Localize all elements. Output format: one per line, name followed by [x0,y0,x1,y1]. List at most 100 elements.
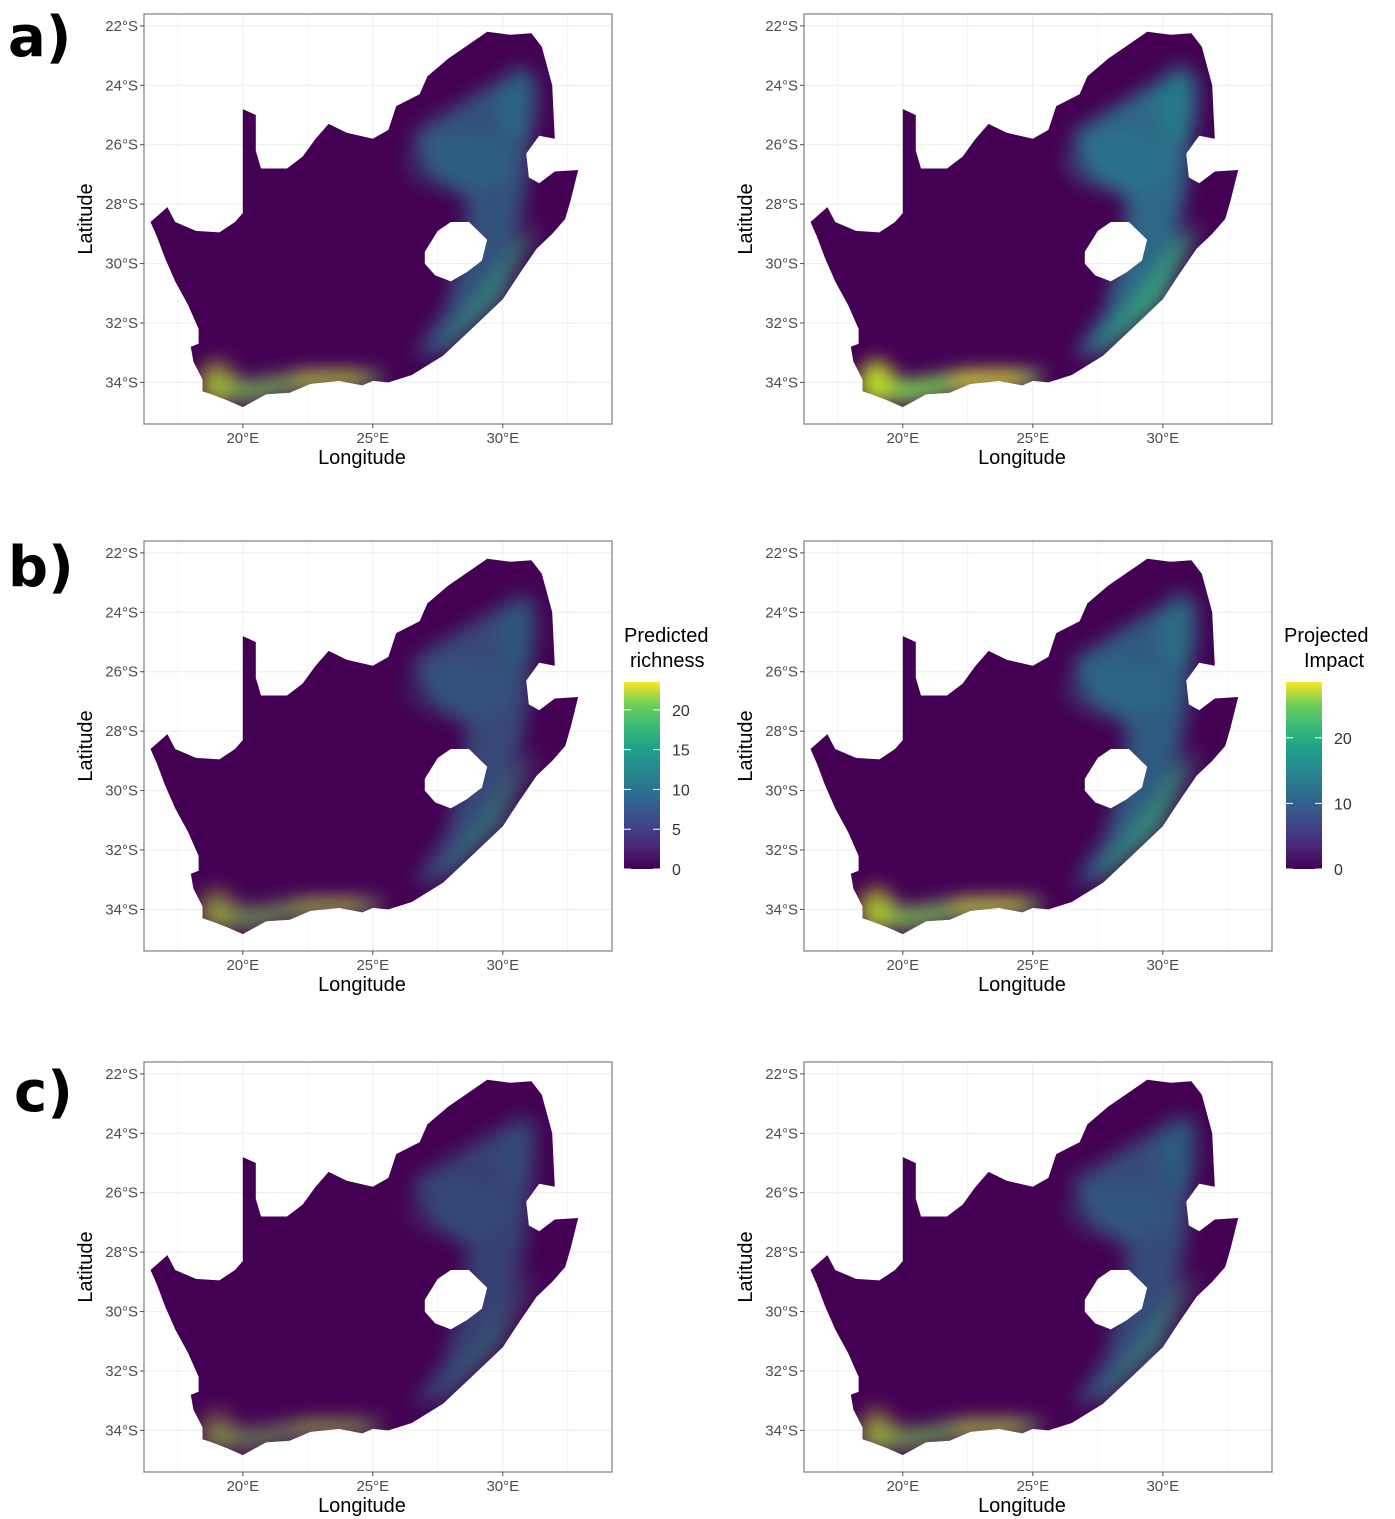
y-tick-label: 32°S [765,315,798,332]
y-tick-label: 32°S [765,842,798,859]
y-tick-label: 28°S [765,1244,798,1261]
row-label-c: c) [14,1060,73,1125]
y-tick-label: 32°S [105,842,138,859]
x-tick-label: 20°E [226,957,259,974]
y-tick-label: 24°S [105,604,138,621]
y-tick-label: 26°S [765,1185,798,1202]
x-tick-label: 25°E [356,430,389,447]
x-tick-label: 30°E [486,957,519,974]
y-tick-label: 22°S [765,1066,798,1083]
map-panel-c-left: 20°E 25°E 30°E 22°S 24°S 26°S 28°S 30°S 32°S 34°S… [75,1061,613,1517]
x-tick-label: 25°E [356,957,389,974]
y-tick-label: 34°S [765,901,798,918]
y-tick-label: 30°S [105,783,138,800]
x-tick-label: 20°E [886,957,919,974]
panel-border [803,540,1273,952]
axis-ticks: 20°E 25°E 30°E 22°S 24°S 26°S 28°S 30°S 32°S 34°S [105,18,519,447]
y-axis-label: Latitude [75,1231,97,1302]
x-axis-label: Longitude [318,1495,406,1517]
y-tick-label: 24°S [765,604,798,621]
y-tick-label: 28°S [765,196,798,213]
y-tick-label: 26°S [105,1185,138,1202]
y-tick-label: 30°S [105,1304,138,1321]
legend-predicted-richness: Predicted richness 20 15 10 5 0 [624,625,709,878]
legend-tick-label: 15 [672,743,690,760]
axis-ticks: 20°E 25°E 30°E 22°S 24°S 26°S 28°S 30°S 32°S 34°S [765,18,1179,447]
panel-border [803,1061,1273,1473]
x-axis-label: Longitude [318,447,406,469]
x-tick-label: 25°E [1016,430,1049,447]
y-tick-label: 34°S [105,374,138,391]
y-axis-label: Latitude [735,183,757,254]
legend-colorbar [1286,682,1322,869]
y-tick-label: 24°S [765,1125,798,1142]
x-tick-label: 20°E [226,430,259,447]
map-panel-b-right: 20°E 25°E 30°E 22°S 24°S 26°S 28°S 30°S 32°S 34°S… [735,540,1273,996]
y-tick-label: 34°S [105,1422,138,1439]
x-tick-label: 30°E [486,430,519,447]
legend-tick-label: 5 [672,822,681,839]
y-axis-label: Latitude [735,710,757,781]
y-tick-label: 22°S [105,1066,138,1083]
y-tick-label: 34°S [765,374,798,391]
map-panel-a-left: 20°E 25°E 30°E 22°S 24°S 26°S 28°S 30°S 32°S 34°S… [75,13,613,469]
row-label-b: b) [8,535,74,600]
panel-border [143,13,613,425]
y-tick-label: 30°S [765,1304,798,1321]
x-axis-label: Longitude [978,974,1066,996]
y-tick-label: 32°S [105,1363,138,1380]
x-axis-label: Longitude [978,1495,1066,1517]
y-axis-label: Latitude [75,183,97,254]
y-tick-label: 32°S [765,1363,798,1380]
legend-title-line2: Impact [1304,650,1364,672]
y-tick-label: 34°S [765,1422,798,1439]
y-tick-label: 22°S [765,18,798,35]
legend-tick-label: 20 [1334,731,1352,748]
y-tick-label: 30°S [765,256,798,273]
x-tick-label: 20°E [226,1478,259,1495]
y-tick-label: 22°S [105,545,138,562]
legend-tick-label: 10 [672,782,690,799]
panel-border [803,13,1273,425]
y-tick-label: 28°S [105,196,138,213]
legend-tick-label: 0 [672,862,681,878]
map-panel-b-left: 20°E 25°E 30°E 22°S 24°S 26°S 28°S 30°S 32°S 34°S… [75,540,613,996]
y-tick-label: 26°S [765,664,798,681]
x-tick-label: 30°E [1146,1478,1179,1495]
y-tick-label: 28°S [105,1244,138,1261]
legend-tick-label: 0 [1334,862,1343,878]
panel-border [143,540,613,952]
x-tick-label: 25°E [356,1478,389,1495]
y-tick-label: 28°S [765,723,798,740]
y-tick-label: 24°S [105,1125,138,1142]
x-tick-label: 20°E [886,1478,919,1495]
y-tick-label: 30°S [765,783,798,800]
legend-projected-impact: Projected Impact 20 10 0 [1284,625,1369,878]
x-tick-label: 20°E [886,430,919,447]
y-tick-label: 24°S [765,77,798,94]
axis-ticks: 20°E 25°E 30°E 22°S 24°S 26°S 28°S 30°S 32°S 34°S [105,1066,519,1495]
x-axis-label: Longitude [318,974,406,996]
x-tick-label: 25°E [1016,1478,1049,1495]
y-tick-label: 22°S [105,18,138,35]
y-tick-label: 26°S [765,137,798,154]
x-axis-label: Longitude [978,447,1066,469]
panel-border [143,1061,613,1473]
y-tick-label: 30°S [105,256,138,273]
y-tick-label: 22°S [765,545,798,562]
map-panel-a-right: 20°E 25°E 30°E 22°S 24°S 26°S 28°S 30°S 32°S 34°S… [735,13,1273,469]
y-axis-label: Latitude [735,1231,757,1302]
y-tick-label: 32°S [105,315,138,332]
y-tick-label: 34°S [105,901,138,918]
axis-ticks: 20°E 25°E 30°E 22°S 24°S 26°S 28°S 30°S 32°S 34°S [765,1066,1179,1495]
map-panel-c-right: 20°E 25°E 30°E 22°S 24°S 26°S 28°S 30°S 32°S 34°S… [735,1061,1273,1517]
y-tick-label: 28°S [105,723,138,740]
x-tick-label: 25°E [1016,957,1049,974]
y-tick-label: 26°S [105,137,138,154]
x-tick-label: 30°E [1146,430,1179,447]
axis-ticks: 20°E 25°E 30°E 22°S 24°S 26°S 28°S 30°S 32°S 34°S [765,545,1179,974]
legend-colorbar [624,682,660,869]
legend-title-line2: richness [630,650,704,672]
legend-tick-label: 10 [1334,796,1352,813]
row-label-a: a) [8,5,72,70]
